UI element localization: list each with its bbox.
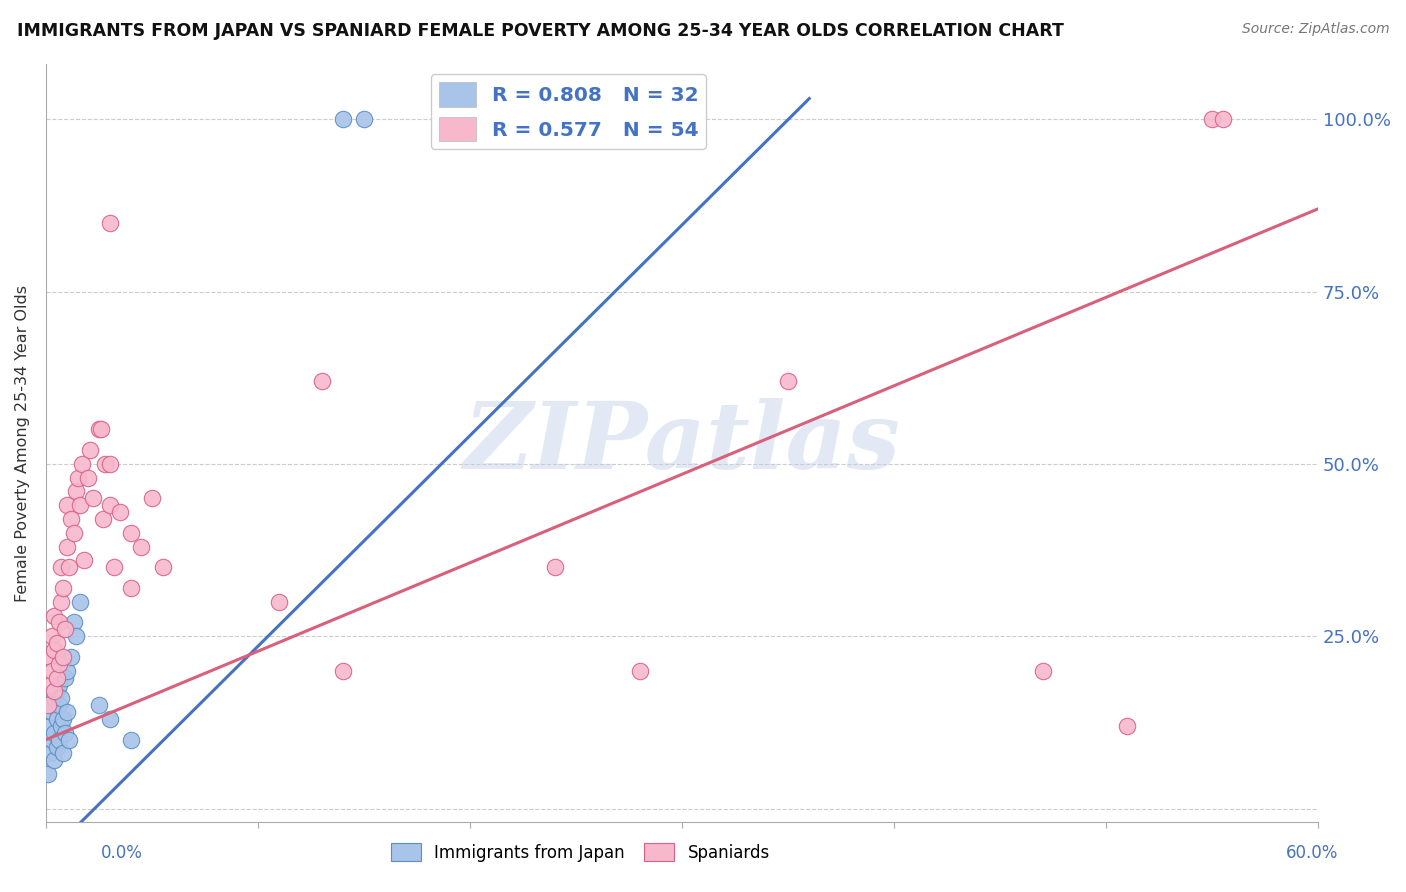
- Point: [94, 457, 117, 471]
- Point: [120, 732, 142, 747]
- Point: [48, 677, 70, 691]
- Point: [39, 649, 62, 664]
- Point: [56, 705, 79, 719]
- Text: ZIPatlas: ZIPatlas: [464, 398, 901, 488]
- Point: [49, 595, 72, 609]
- Point: [45, 684, 67, 698]
- Point: [98, 498, 121, 512]
- Point: [53, 725, 76, 739]
- Point: [69, 498, 91, 512]
- Point: [39, 677, 62, 691]
- Point: [52, 747, 75, 761]
- Point: [56, 540, 79, 554]
- Text: 0.0%: 0.0%: [101, 844, 143, 862]
- Point: [44, 691, 66, 706]
- Point: [41, 629, 63, 643]
- Point: [49, 691, 72, 706]
- Point: [48, 698, 70, 713]
- Point: [41, 705, 63, 719]
- Point: [311, 374, 333, 388]
- Point: [53, 671, 76, 685]
- Point: [778, 374, 800, 388]
- Point: [39, 747, 62, 761]
- Point: [44, 684, 66, 698]
- Point: [70, 457, 93, 471]
- Point: [44, 643, 66, 657]
- Point: [49, 560, 72, 574]
- Point: [98, 712, 121, 726]
- Point: [44, 753, 66, 767]
- Point: [1031, 664, 1053, 678]
- Point: [120, 581, 142, 595]
- Legend: R = 0.808   N = 32, R = 0.577   N = 54: R = 0.808 N = 32, R = 0.577 N = 54: [432, 74, 706, 150]
- Point: [45, 671, 67, 685]
- Point: [56, 664, 79, 678]
- Point: [60, 649, 83, 664]
- Point: [62, 525, 84, 540]
- Point: [332, 112, 354, 127]
- Text: IMMIGRANTS FROM JAPAN VS SPANIARD FEMALE POVERTY AMONG 25-34 YEAR OLDS CORRELATI: IMMIGRANTS FROM JAPAN VS SPANIARD FEMALE…: [17, 22, 1064, 40]
- Point: [79, 443, 101, 458]
- Point: [1116, 719, 1139, 733]
- Point: [103, 560, 125, 574]
- Point: [98, 457, 121, 471]
- Point: [52, 581, 75, 595]
- Point: [65, 484, 87, 499]
- Point: [65, 629, 87, 643]
- Point: [69, 595, 91, 609]
- Point: [66, 471, 89, 485]
- Point: [48, 615, 70, 630]
- Point: [120, 525, 142, 540]
- Point: [41, 732, 63, 747]
- Point: [44, 608, 66, 623]
- Point: [52, 712, 75, 726]
- Text: 60.0%: 60.0%: [1286, 844, 1339, 862]
- Point: [45, 712, 67, 726]
- Point: [58, 560, 80, 574]
- Y-axis label: Female Poverty Among 25-34 Year Olds: Female Poverty Among 25-34 Year Olds: [15, 285, 30, 602]
- Point: [98, 216, 121, 230]
- Point: [62, 615, 84, 630]
- Point: [91, 512, 114, 526]
- Point: [82, 491, 104, 506]
- Point: [90, 422, 112, 436]
- Point: [87, 698, 110, 713]
- Point: [48, 732, 70, 747]
- Point: [37, 767, 59, 781]
- Point: [77, 471, 100, 485]
- Point: [53, 623, 76, 637]
- Point: [152, 560, 174, 574]
- Point: [1201, 112, 1223, 127]
- Point: [45, 739, 67, 754]
- Point: [48, 657, 70, 671]
- Point: [49, 719, 72, 733]
- Point: [45, 636, 67, 650]
- Point: [141, 491, 163, 506]
- Point: [52, 649, 75, 664]
- Point: [37, 698, 59, 713]
- Point: [628, 664, 651, 678]
- Point: [108, 505, 131, 519]
- Point: [544, 560, 567, 574]
- Point: [60, 512, 83, 526]
- Point: [56, 498, 79, 512]
- Text: Source: ZipAtlas.com: Source: ZipAtlas.com: [1241, 22, 1389, 37]
- Point: [332, 664, 354, 678]
- Point: [44, 725, 66, 739]
- Point: [1212, 112, 1234, 127]
- Point: [41, 664, 63, 678]
- Point: [131, 540, 153, 554]
- Point: [58, 732, 80, 747]
- Point: [353, 112, 375, 127]
- Point: [87, 422, 110, 436]
- Point: [73, 553, 96, 567]
- Point: [39, 719, 62, 733]
- Point: [269, 595, 291, 609]
